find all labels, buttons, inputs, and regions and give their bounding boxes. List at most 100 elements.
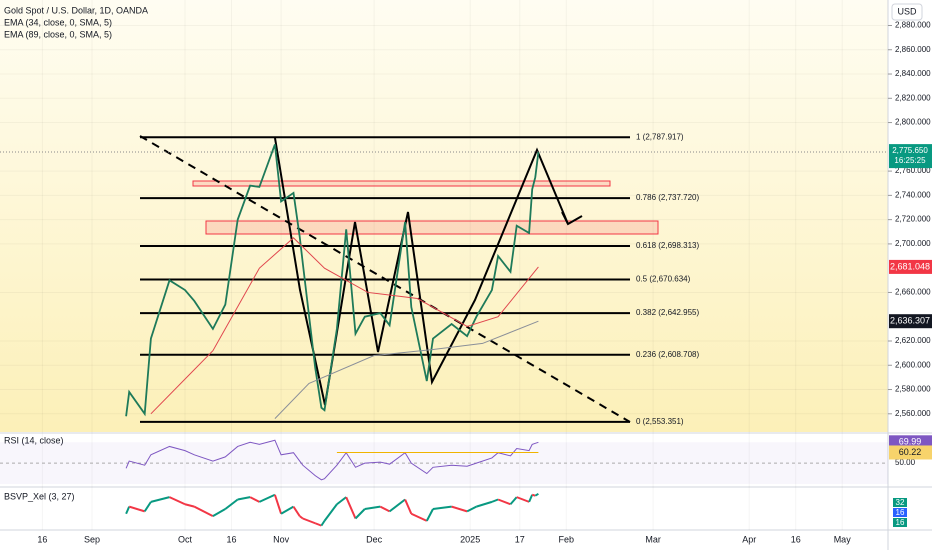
x-tick-label: Sep	[84, 534, 100, 544]
bsvp-segment	[314, 522, 322, 527]
bsvp-segment	[354, 508, 366, 520]
y-tick-label: 2,620.000	[895, 336, 931, 345]
bsvp-badge: 32	[896, 498, 905, 507]
y-tick-label: 2,720.000	[895, 215, 931, 224]
y-tick-label: 2,660.000	[895, 288, 931, 297]
bsvp-segment	[193, 505, 214, 518]
marks	[0, 0, 888, 530]
bsvp-segment	[528, 494, 534, 503]
bsvp-badge: 16	[896, 518, 905, 527]
last-price: 2,775.650	[892, 146, 928, 155]
ema-badge: 2,636.307	[890, 316, 930, 326]
y-tick-label: 2,740.000	[895, 190, 931, 199]
bsvp-segment	[125, 506, 131, 515]
bsvp-badge-bg	[893, 498, 907, 507]
last-price-bg	[889, 144, 932, 169]
fib-label: 0.382 (2,642.955)	[636, 308, 699, 317]
bsvp-segment	[476, 500, 493, 508]
bsvp-segment	[273, 494, 283, 515]
bsvp-segment	[249, 496, 260, 503]
bsvp-segment	[320, 520, 326, 527]
currency-box[interactable]	[891, 3, 923, 21]
rsi-badge: 69.99	[899, 437, 922, 447]
x-tick-label: 17	[515, 534, 525, 544]
indicator-label: EMA (89, close, 0, SMA, 5)	[4, 29, 112, 39]
fib-label: 0.786 (2,737.720)	[636, 193, 699, 202]
indicator-label: BSVP_Xel (3, 27)	[4, 491, 75, 501]
y-tick-label: 2,560.000	[895, 409, 931, 418]
countdown: 16:25:25	[894, 156, 926, 165]
y-tick-label: 2,840.000	[895, 69, 931, 78]
fib-label: 1 (2,787.917)	[636, 132, 684, 141]
bsvp-segment	[379, 505, 391, 513]
x-tick-label: Oct	[178, 534, 193, 544]
bsvp-segment	[491, 498, 499, 503]
x-tick-label: Apr	[742, 534, 756, 544]
y-tick-label: 2,700.000	[895, 239, 931, 248]
bsvp-badge-bg	[893, 518, 907, 527]
zone	[205, 220, 659, 235]
bsvp-segment	[451, 505, 468, 513]
x-tick-label: Dec	[366, 534, 383, 544]
bsvp-badge: 16	[896, 508, 905, 517]
x-tick-label: 16	[37, 534, 47, 544]
ema-line	[150, 237, 539, 415]
indicator-label: EMA (34, close, 0, SMA, 5)	[4, 17, 112, 27]
pane-background	[0, 0, 888, 432]
bsvp-segment	[237, 496, 251, 501]
x-tick-label: Nov	[273, 534, 290, 544]
ema-line	[274, 320, 539, 419]
bsvp-segment	[534, 492, 539, 497]
bsvp-segment	[531, 493, 536, 497]
y-tick-label: 2,600.000	[895, 360, 931, 369]
arrow-head	[561, 211, 583, 226]
x-tick-label: Mar	[645, 534, 661, 544]
symbol-title: Gold Spot / U.S. Dollar, 1D, OANDA	[4, 5, 148, 15]
y-tick-label: 2,880.000	[895, 21, 931, 30]
y-tick-label: 2,860.000	[895, 45, 931, 54]
bsvp-segment	[169, 496, 186, 506]
bsvp-segment	[345, 496, 357, 519]
bsvp-segment	[302, 517, 316, 525]
rsi-line	[125, 439, 539, 481]
ema-badge: 2,681.048	[890, 261, 930, 271]
ema-badge-bg	[889, 314, 932, 329]
bsvp-segment	[292, 506, 301, 517]
bsvp-segment	[280, 505, 294, 515]
x-tick-label: Feb	[559, 534, 575, 544]
bsvp-segment	[404, 499, 413, 515]
bsvp-segment	[184, 503, 195, 508]
y-tick-label: 2,760.000	[895, 166, 931, 175]
bsvp-segment	[299, 515, 304, 520]
bsvp-segment	[336, 496, 347, 506]
fib-label: 0.236 (2,608.708)	[636, 350, 699, 359]
indicator-label: RSI (14, close)	[4, 435, 64, 445]
x-tick-label: 16	[791, 534, 801, 544]
y-tick-label: 2,580.000	[895, 385, 931, 394]
bsvp-segment	[432, 505, 452, 510]
bsvp-segment	[128, 505, 145, 513]
ema-badge-bg	[889, 259, 932, 274]
bsvp-segment	[258, 493, 276, 503]
bsvp-segment	[224, 498, 239, 510]
zone	[192, 180, 611, 187]
fib-label: 0.618 (2,698.313)	[636, 241, 699, 250]
bsvp-segment	[143, 501, 152, 512]
rsi-ma-badge: 60.22	[899, 447, 922, 457]
fib-label: 0 (2,553.351)	[636, 417, 684, 426]
bsvp-segment	[388, 498, 406, 513]
bsvp-segment	[466, 505, 477, 513]
x-tick-label: 16	[226, 534, 236, 544]
bsvp-segment	[497, 498, 511, 506]
bsvp-segment	[410, 512, 428, 522]
y-tick-label: 50.00	[895, 458, 916, 467]
bsvp-segment	[212, 508, 226, 517]
currency: USD	[897, 6, 917, 16]
bsvp-badge-bg	[893, 508, 907, 517]
bsvp-segment	[323, 503, 338, 522]
fib-label: 0.5 (2,670.634)	[636, 275, 691, 284]
x-tick-label: 2025	[460, 534, 480, 544]
x-tick-label: May	[834, 534, 852, 544]
bsvp-segment	[150, 496, 170, 503]
